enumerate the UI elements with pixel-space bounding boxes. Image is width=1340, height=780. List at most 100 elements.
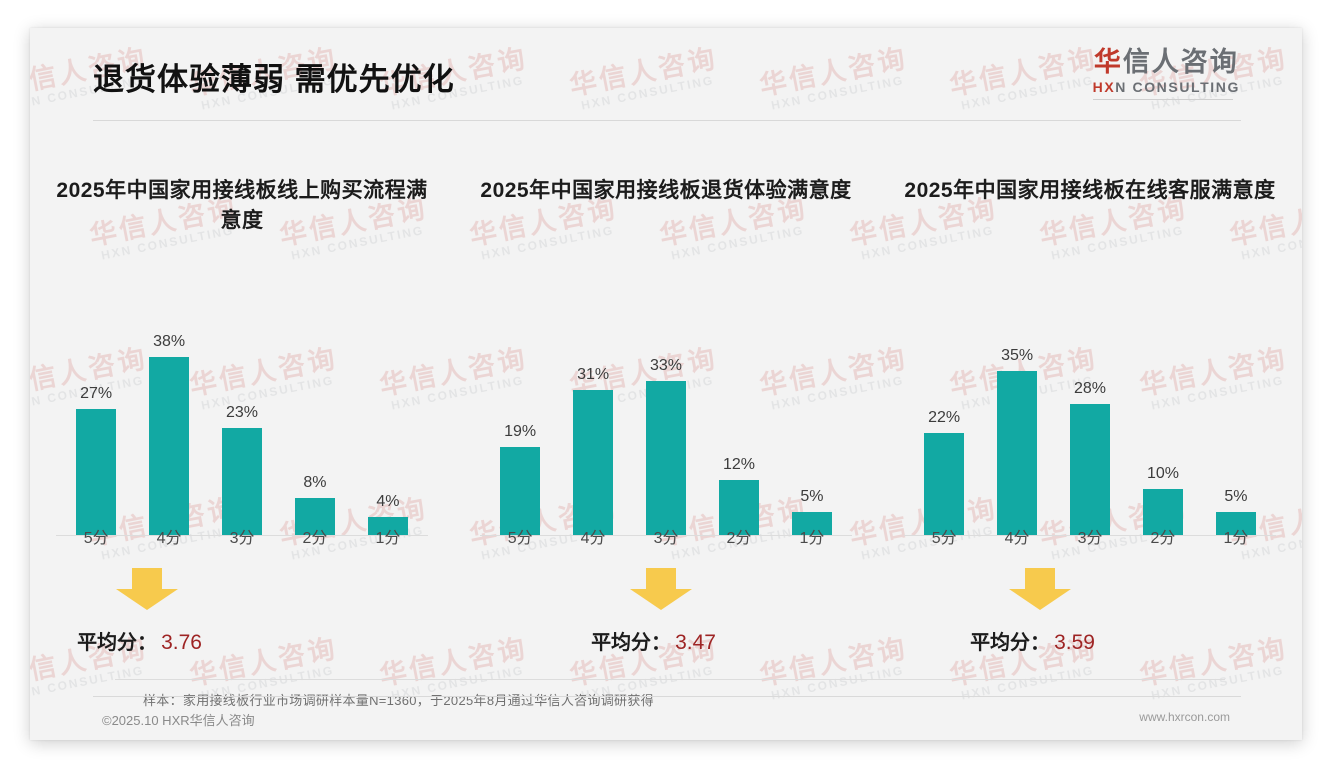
x-axis-tick-label: 3分 bbox=[653, 530, 679, 547]
bar-value-label: 22% bbox=[928, 409, 961, 426]
average-score-row: 平均分： 3.76 bbox=[30, 626, 454, 655]
bar-slot[interactable]: 4% bbox=[351, 306, 424, 536]
x-axis-tick-label: 5分 bbox=[931, 530, 957, 547]
bar-value-label: 23% bbox=[226, 404, 259, 421]
chart-panel-2: 2025年中国家用接线板退货体验满意度 19% 31% 33% 12% 5% 5分 4分 3分 2… bbox=[454, 156, 878, 676]
down-arrow-icon bbox=[1009, 568, 1071, 610]
chart-title: 2025年中国家用接线板线上购买流程满意度 bbox=[56, 179, 428, 233]
bar-slot[interactable]: 12% bbox=[702, 306, 775, 536]
bar[interactable] bbox=[367, 517, 408, 536]
bar-value-label: 27% bbox=[80, 385, 113, 402]
bar[interactable] bbox=[222, 428, 263, 536]
bar-value-label: 31% bbox=[577, 366, 610, 383]
bar-slot[interactable]: 8% bbox=[278, 306, 351, 536]
arrow-stem bbox=[646, 568, 676, 590]
down-arrow-icon bbox=[116, 568, 178, 610]
x-axis-line bbox=[479, 535, 853, 536]
chart-panel-3: 2025年中国家用接线板在线客服满意度 22% 35% 28% 10% 5% 5分 4分 3分 2… bbox=[878, 156, 1302, 676]
arrow-stem bbox=[132, 568, 162, 590]
bar[interactable] bbox=[1215, 512, 1256, 536]
bar-group: 22% 35% 28% 10% 5% bbox=[908, 306, 1273, 536]
average-score-label: 平均分： bbox=[591, 632, 672, 654]
average-score-label: 平均分： bbox=[970, 632, 1051, 654]
header-divider bbox=[93, 120, 1241, 121]
bar-slot[interactable]: 33% bbox=[630, 306, 703, 536]
bar-slot[interactable]: 23% bbox=[206, 306, 279, 536]
bar[interactable] bbox=[646, 381, 687, 536]
x-axis-tick-label: 3分 bbox=[229, 530, 255, 547]
bar[interactable] bbox=[149, 357, 190, 536]
arrow-stem bbox=[1025, 568, 1055, 590]
bar[interactable] bbox=[500, 447, 541, 536]
website-link[interactable]: www.hxrcon.com bbox=[1139, 710, 1230, 724]
bar[interactable] bbox=[1070, 404, 1111, 536]
bar[interactable] bbox=[718, 480, 759, 536]
logo-english: HXN CONSULTING bbox=[1093, 79, 1240, 95]
average-score-value: 3.76 bbox=[161, 631, 202, 654]
arrow-container bbox=[454, 568, 878, 610]
bar-slot[interactable]: 38% bbox=[133, 306, 206, 536]
bar-value-label: 38% bbox=[153, 333, 186, 350]
brand-logo: 华信人咨询 HXN CONSULTING bbox=[1092, 47, 1240, 100]
x-axis-tick-label: 5分 bbox=[83, 530, 109, 547]
bar[interactable] bbox=[924, 433, 965, 536]
charts-row: 2025年中国家用接线板线上购买流程满意度 27% 38% 23% 8% 4% 5分 4分 3分… bbox=[30, 156, 1302, 676]
page-title: 退货体验薄弱 需优先优化 bbox=[93, 62, 455, 97]
x-axis-tick-label: 2分 bbox=[1150, 530, 1176, 547]
x-axis-tick-label: 1分 bbox=[799, 530, 825, 547]
bar[interactable] bbox=[294, 498, 335, 536]
bar-slot[interactable]: 31% bbox=[557, 306, 630, 536]
x-axis-labels: 5分 4分 3分 2分 1分 bbox=[484, 524, 849, 548]
bar-slot[interactable]: 22% bbox=[908, 306, 981, 536]
x-axis-line bbox=[55, 535, 429, 536]
bar-slot[interactable]: 5% bbox=[1199, 306, 1272, 536]
average-score-row: 平均分： 3.59 bbox=[878, 626, 1302, 655]
logo-chinese: 华信人咨询 bbox=[1093, 47, 1240, 78]
bar[interactable] bbox=[573, 390, 614, 536]
average-score-value: 3.47 bbox=[675, 631, 716, 654]
x-axis-tick-label: 3分 bbox=[1077, 530, 1103, 547]
bar-group: 27% 38% 23% 8% 4% bbox=[60, 306, 425, 536]
bar[interactable] bbox=[791, 512, 832, 536]
bar-value-label: 19% bbox=[504, 423, 537, 440]
x-axis-tick-label: 4分 bbox=[1004, 530, 1030, 547]
bar-slot[interactable]: 28% bbox=[1054, 306, 1127, 536]
arrow-container bbox=[878, 568, 1302, 610]
logo-accent-char: 华 bbox=[1093, 47, 1123, 77]
average-score-row: 平均分： 3.47 bbox=[454, 626, 878, 655]
bar-value-label: 5% bbox=[1224, 488, 1248, 505]
bar-value-label: 33% bbox=[650, 357, 683, 374]
bar-slot[interactable]: 5% bbox=[775, 306, 848, 536]
bar-group: 19% 31% 33% 12% 5% bbox=[484, 306, 849, 536]
bar-slot[interactable]: 19% bbox=[484, 306, 557, 536]
x-axis-line bbox=[903, 535, 1277, 536]
arrow-container bbox=[30, 568, 454, 610]
chart-title: 2025年中国家用接线板退货体验满意度 bbox=[480, 179, 852, 202]
bar-value-label: 28% bbox=[1074, 380, 1107, 397]
bar[interactable] bbox=[76, 409, 117, 536]
arrow-head bbox=[116, 589, 178, 610]
logo-en-accent: HX bbox=[1092, 78, 1116, 95]
x-axis-tick-label: 5分 bbox=[507, 530, 533, 547]
arrow-head bbox=[1009, 589, 1071, 610]
bar-value-label: 35% bbox=[1001, 347, 1034, 364]
bar[interactable] bbox=[1142, 489, 1183, 536]
bar-slot[interactable]: 27% bbox=[60, 306, 133, 536]
plot-area: 22% 35% 28% 10% 5% bbox=[903, 274, 1277, 536]
chart-title: 2025年中国家用接线板在线客服满意度 bbox=[904, 179, 1276, 202]
bar-value-label: 8% bbox=[303, 474, 327, 491]
bar[interactable] bbox=[997, 371, 1038, 536]
bar-value-label: 4% bbox=[376, 493, 400, 510]
x-axis-tick-label: 1分 bbox=[1223, 530, 1249, 547]
arrow-head bbox=[630, 589, 692, 610]
logo-chinese-rest: 信人咨询 bbox=[1122, 47, 1239, 77]
x-axis-tick-label: 1分 bbox=[375, 530, 401, 547]
bar-value-label: 10% bbox=[1146, 465, 1179, 482]
bar-slot[interactable]: 35% bbox=[981, 306, 1054, 536]
x-axis-tick-label: 4分 bbox=[156, 530, 182, 547]
x-axis-tick-label: 2分 bbox=[726, 530, 752, 547]
bar-slot[interactable]: 10% bbox=[1126, 306, 1199, 536]
average-score-label: 平均分： bbox=[77, 632, 158, 654]
logo-underline bbox=[1092, 98, 1233, 100]
down-arrow-icon bbox=[630, 568, 692, 610]
